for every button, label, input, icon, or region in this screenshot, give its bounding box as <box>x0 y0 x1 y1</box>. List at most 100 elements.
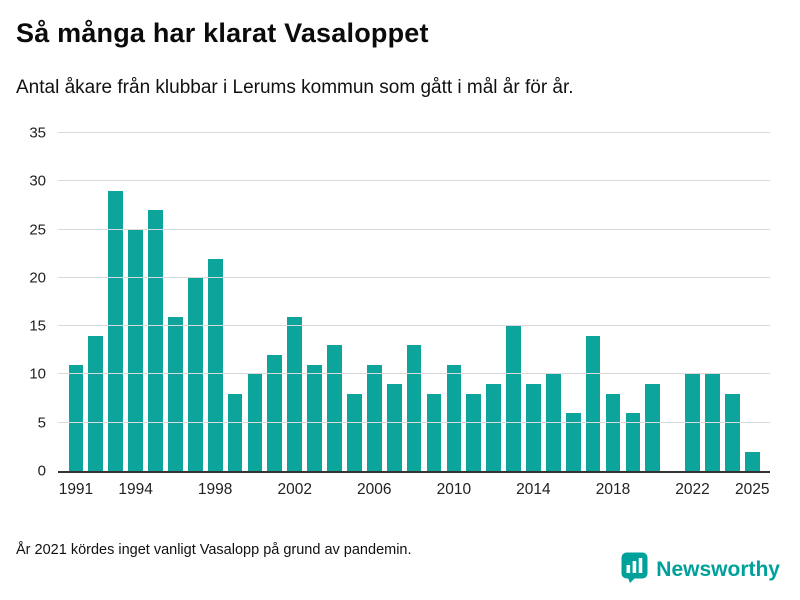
bar-slot-1992 <box>86 133 106 471</box>
x-axis-tick-label-1998: 1998 <box>197 481 233 498</box>
bar-chart: 1991 1994 1998 2002 2006 2010 2014 2018 2022 2025… <box>29 125 770 498</box>
bar-1993 <box>108 190 124 471</box>
bar-slot-2010: 2010 <box>437 133 471 498</box>
bar-slot-2005 <box>344 133 364 471</box>
bar-slot-2018: 2018 <box>596 133 630 498</box>
x-axis-tick-label-2018: 2018 <box>595 481 631 498</box>
bar-2016 <box>565 413 581 471</box>
bar-slot-2024 <box>722 133 742 471</box>
x-axis-tick-label-2025: 2025 <box>734 481 770 498</box>
bar-slot-2021 <box>663 133 683 471</box>
bar-2007 <box>386 384 402 471</box>
bar-1992 <box>88 335 104 471</box>
x-axis-tick-label-2014: 2014 <box>516 481 551 498</box>
bar-2008 <box>406 345 422 471</box>
bar-1999 <box>227 393 243 471</box>
bar-slot-2008 <box>404 133 424 471</box>
y-axis-tick-label-25: 25 <box>29 221 46 239</box>
bar-slot-2006: 2006 <box>357 133 392 498</box>
bar-2002 <box>287 316 303 471</box>
y-axis-tick-label-20: 20 <box>29 269 46 287</box>
bar-slot-2020 <box>643 133 663 471</box>
y-axis-tick-label-15: 15 <box>29 317 46 335</box>
plot-area: 1991 1994 1998 2002 2006 2010 2014 2018 2022 2025… <box>29 125 770 498</box>
y-axis-tick-label-10: 10 <box>29 365 46 383</box>
bar-2013 <box>506 326 521 471</box>
gridline-25 <box>58 228 770 230</box>
bar-2014 <box>526 384 541 471</box>
bar-2011 <box>466 393 482 471</box>
gridline-10 <box>58 373 770 375</box>
bar-slot-2019 <box>623 133 643 471</box>
bar-2018 <box>605 393 621 471</box>
gridline-5 <box>58 421 770 423</box>
bar-2009 <box>426 393 442 471</box>
bar-slot-2012 <box>484 133 504 471</box>
y-axis-tick-label-0: 0 <box>37 462 46 480</box>
x-axis-tick-label-1991: 1991 <box>58 481 94 498</box>
bar-slot-2022: 2022 <box>675 133 710 498</box>
bar-slot-2025: 2025 <box>735 133 769 498</box>
bar-2004 <box>327 345 342 471</box>
bar-slot-2013 <box>504 133 524 471</box>
bar-2024 <box>724 393 740 471</box>
gridline-15 <box>58 325 770 327</box>
y-axis-tick-label-30: 30 <box>29 172 46 190</box>
bar-2003 <box>307 364 322 471</box>
bar-slot-1991: 1991 <box>59 133 93 498</box>
bar-slot-1997 <box>185 133 205 471</box>
bar-1991 <box>68 364 84 471</box>
bar-2020 <box>645 384 661 471</box>
page-subtitle: Antal åkare från klubbar i Lerums kommun… <box>16 77 574 98</box>
y-axis-tick-label-35: 35 <box>29 124 46 142</box>
bar-2023 <box>705 374 720 471</box>
bar-1998 <box>207 258 223 471</box>
bar-slot-2004 <box>325 133 345 471</box>
bar-slot-2000 <box>245 133 265 471</box>
x-axis-tick-label-1994: 1994 <box>118 481 153 498</box>
bar-slot-2015 <box>543 133 563 471</box>
bar-2022 <box>685 374 700 471</box>
bar-slot-2014: 2014 <box>516 133 551 498</box>
bars-row: 1991 1994 1998 2002 2006 2010 2014 2018 2022 2025 <box>58 133 770 498</box>
bar-slot-2023 <box>703 133 723 471</box>
bar-2005 <box>347 393 362 471</box>
bar-1996 <box>168 316 183 471</box>
x-axis-tick-label-2006: 2006 <box>357 481 392 498</box>
bar-2000 <box>247 374 263 471</box>
newsworthy-logo-icon <box>621 552 648 588</box>
bar-2010 <box>446 364 462 471</box>
brand-name: Newsworthy <box>656 558 780 581</box>
bar-slot-2016 <box>563 133 583 471</box>
bar-2001 <box>267 355 283 471</box>
bar-2012 <box>486 384 501 471</box>
bar-2025 <box>744 451 760 471</box>
bar-slot-2002: 2002 <box>277 133 312 498</box>
bar-slot-1998: 1998 <box>198 133 232 498</box>
bar-slot-2007 <box>384 133 404 471</box>
bar-slot-2011 <box>464 133 484 471</box>
brand-footer: Newsworthy <box>621 552 780 588</box>
gridline-30 <box>58 180 770 182</box>
bar-slot-2003 <box>305 133 325 471</box>
bar-slot-1993 <box>106 133 126 471</box>
bar-2019 <box>625 413 641 471</box>
y-axis-tick-label-5: 5 <box>37 414 46 432</box>
page-title: Så många har klarat Vasaloppet <box>16 18 429 48</box>
bar-2006 <box>366 364 382 471</box>
x-axis-tick-label-2022: 2022 <box>675 481 710 498</box>
bar-slot-1994: 1994 <box>118 133 153 498</box>
bar-1995 <box>148 210 163 471</box>
gridline-20 <box>58 276 770 278</box>
bar-1994 <box>128 229 143 471</box>
bar-slot-1996 <box>165 133 185 471</box>
bar-slot-1999 <box>225 133 245 471</box>
x-axis-tick-label-2010: 2010 <box>436 481 472 498</box>
bar-2015 <box>545 374 561 471</box>
bar-2017 <box>585 335 601 471</box>
gridline-35 <box>58 132 770 133</box>
x-axis-tick-label-2002: 2002 <box>277 481 312 498</box>
bar-slot-2009 <box>424 133 444 471</box>
bar-slot-1995 <box>146 133 166 471</box>
